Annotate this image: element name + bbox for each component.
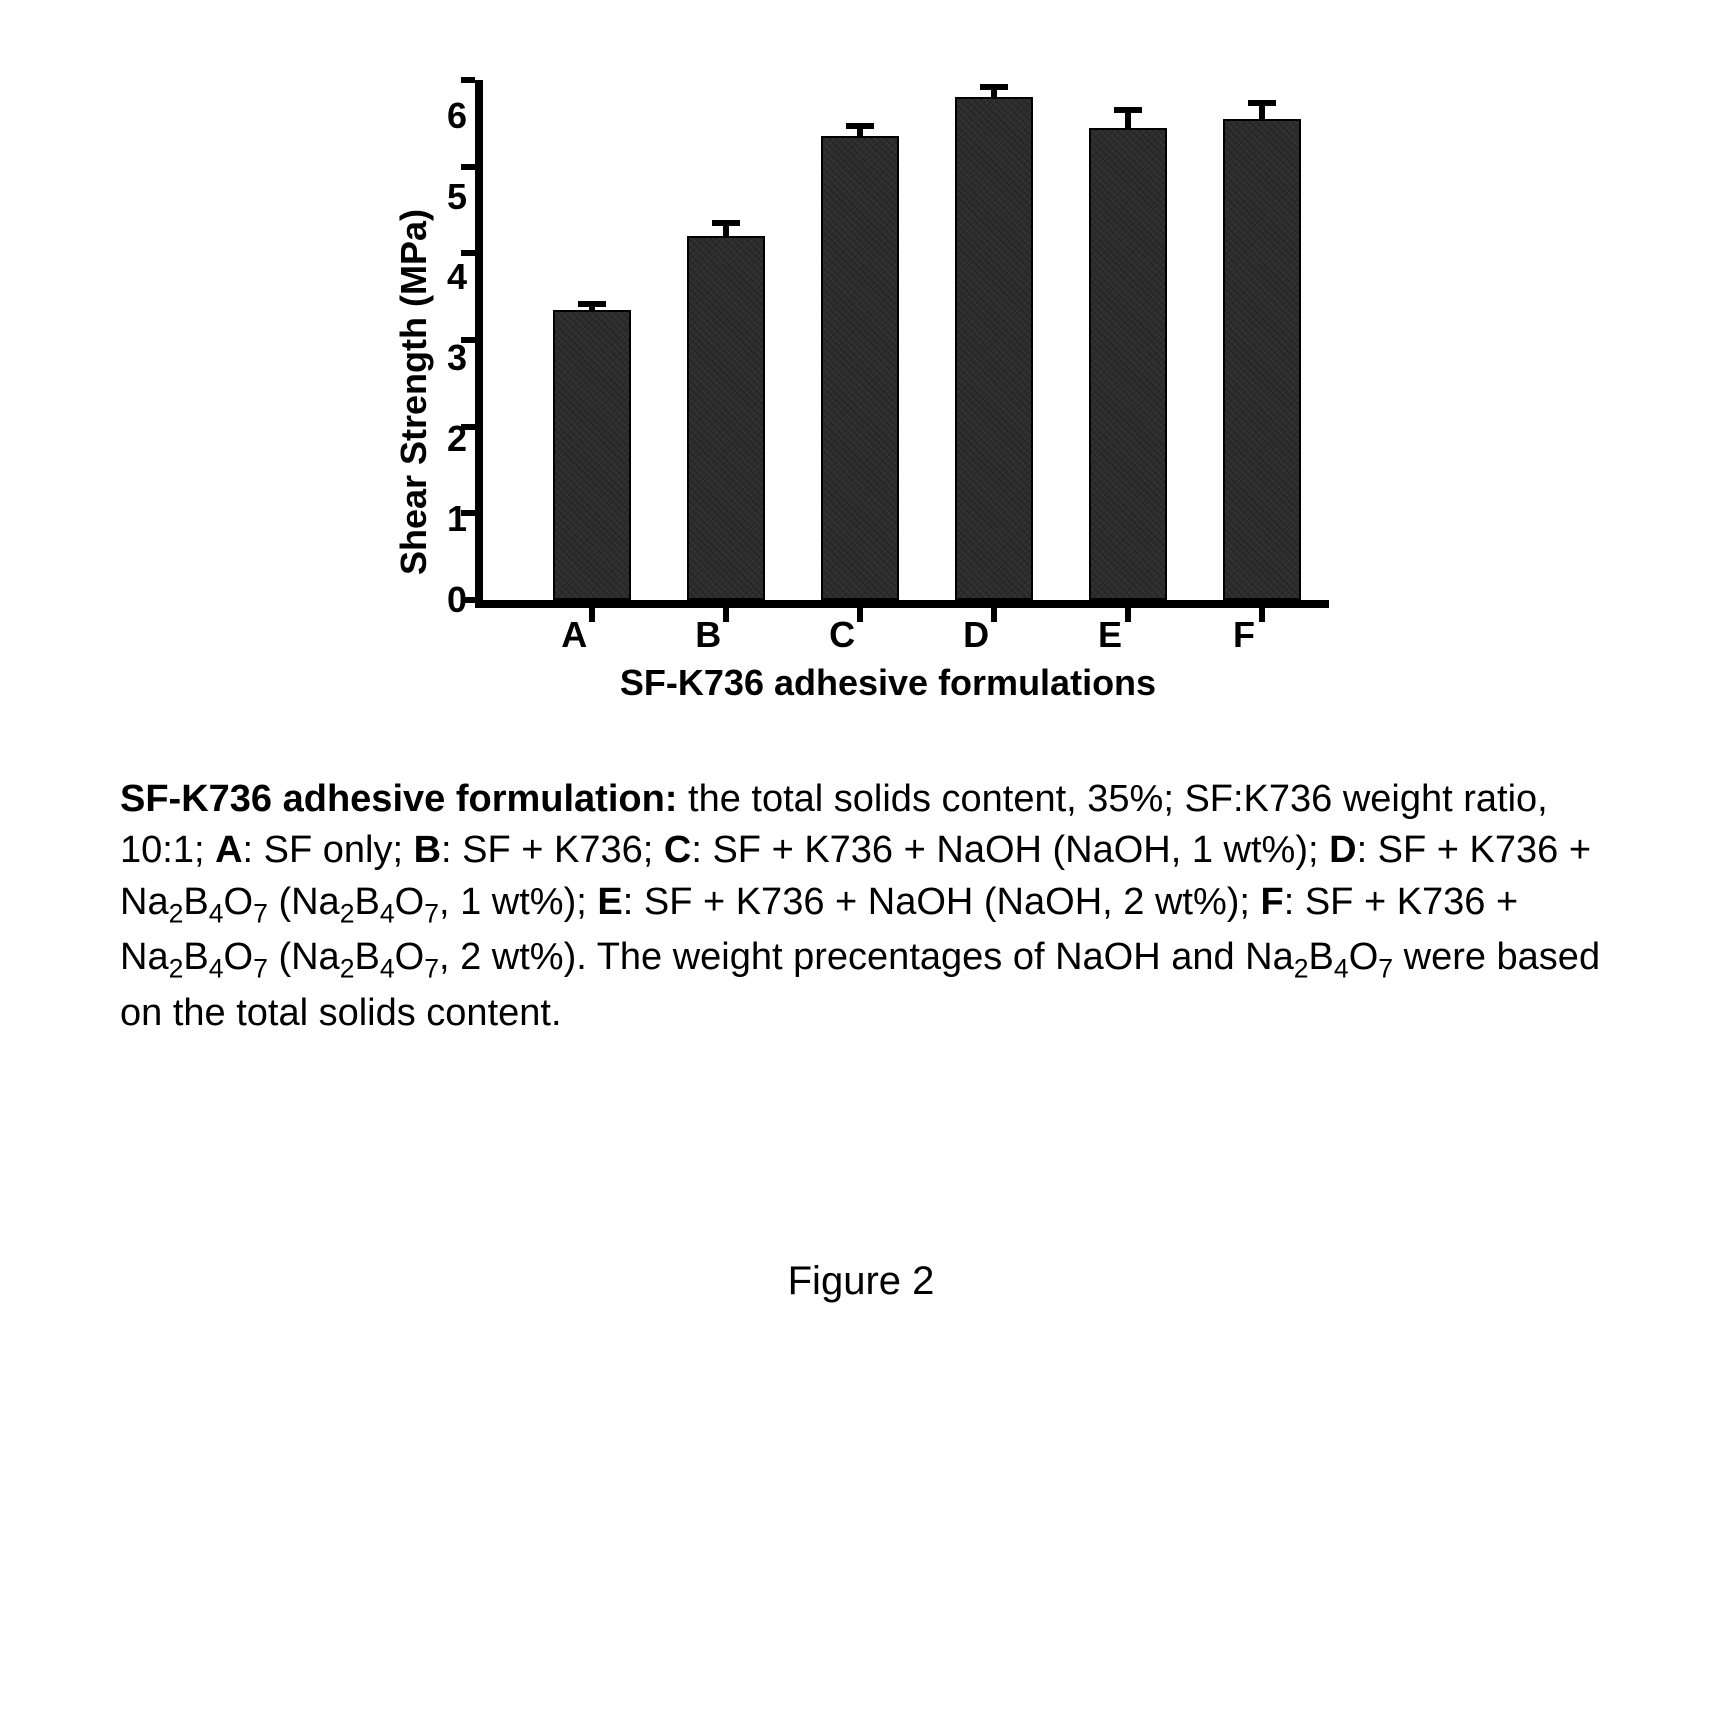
x-tick-label: E [1043, 614, 1177, 656]
chart-box: 0123456 ABCDEF SF-K736 adhesive formulat… [447, 80, 1329, 704]
bar [821, 136, 899, 600]
caption-lead: SF-K736 adhesive formulation: [120, 778, 677, 820]
y-tick-label: 1 [447, 501, 467, 537]
caption-part-label: D [1329, 829, 1356, 871]
x-tick-mark [1259, 608, 1265, 622]
figure-caption: SF-K736 adhesive formulation: the total … [120, 774, 1602, 1039]
caption-part-label: B [414, 829, 441, 871]
error-bar-cap [1114, 107, 1142, 113]
x-tick-mark [589, 608, 595, 622]
error-bar-cap [578, 301, 606, 307]
y-tick-mark [461, 164, 475, 170]
page: Shear Strength (MPa) 0123456 ABCDEF SF-K… [0, 0, 1722, 1721]
x-tick-mark [1125, 608, 1131, 622]
bar [553, 310, 631, 600]
bar [1223, 119, 1301, 600]
y-tick-label: 5 [447, 179, 467, 215]
caption-part-label: E [597, 881, 622, 923]
x-tick-mark [723, 608, 729, 622]
caption-part-text: : SF + K736 + NaOH (NaOH, 2 wt%); [623, 881, 1261, 923]
caption-part-text: : SF only; [243, 829, 414, 871]
caption-part-text: : SF + K736; [441, 829, 664, 871]
caption-part-label: A [215, 829, 242, 871]
x-tick-label: F [1177, 614, 1311, 656]
chart-outer: Shear Strength (MPa) 0123456 ABCDEF SF-K… [393, 80, 1329, 704]
bar [1089, 128, 1167, 600]
plot-area [475, 80, 1329, 608]
y-tick-mark [461, 510, 475, 516]
x-axis-label: SF-K736 adhesive formulations [620, 662, 1156, 704]
y-tick-mark [461, 77, 475, 83]
x-tick-mark [857, 608, 863, 622]
x-tick-mark [991, 608, 997, 622]
y-tick-mark [461, 424, 475, 430]
y-tick-mark [461, 597, 475, 603]
y-tick-label: 3 [447, 340, 467, 376]
bar [687, 236, 765, 600]
x-tick-label: C [775, 614, 909, 656]
y-tick-label: 4 [447, 259, 467, 295]
x-tick-label: B [641, 614, 775, 656]
error-bar-cap [712, 220, 740, 226]
caption-part-label: F [1261, 881, 1284, 923]
caption-part-text: : SF + K736 + NaOH (NaOH, 1 wt%); [691, 829, 1329, 871]
plot-wrap: 0123456 [447, 80, 1329, 608]
y-tick-mark [461, 337, 475, 343]
y-axis-label: Shear Strength (MPa) [393, 209, 435, 575]
bar [955, 97, 1033, 600]
y-tick-label: 6 [447, 98, 467, 134]
error-bar-cap [980, 84, 1008, 90]
error-bar-cap [846, 123, 874, 129]
chart-row: Shear Strength (MPa) 0123456 ABCDEF SF-K… [120, 80, 1602, 704]
y-tick-mark [461, 250, 475, 256]
x-tick-label: A [507, 614, 641, 656]
figure-label: Figure 2 [120, 1259, 1602, 1304]
x-tick-label: D [909, 614, 1043, 656]
error-bar-cap [1248, 100, 1276, 106]
caption-part-label: C [664, 829, 691, 871]
